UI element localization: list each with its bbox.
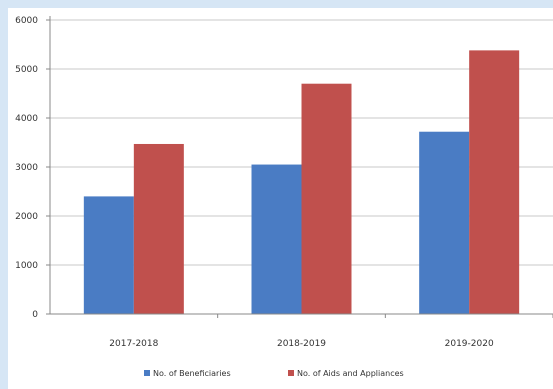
bar-chart: 0 1000 2000 3000 4000 5000 6000 2017-2018 2018-…	[15, 16, 553, 378]
legend-swatch-1	[288, 370, 294, 376]
legend-label-0: No. of Beneficiaries	[153, 369, 231, 378]
x-category-label: 2018-2019	[277, 339, 326, 349]
y-tick-label: 5000	[15, 65, 38, 75]
legend: No. of Beneficiaries No. of Aids and Appl…	[144, 369, 404, 378]
legend-label-1: No. of Aids and Appliances	[297, 369, 404, 378]
y-tick-label: 0	[32, 310, 38, 320]
legend-swatch-0	[144, 370, 150, 376]
y-tick-label: 6000	[15, 16, 38, 26]
axes	[49, 16, 553, 315]
y-tick-label: 3000	[15, 163, 38, 173]
y-tick-label: 2000	[15, 212, 38, 222]
bar-beneficiaries-2019-2020	[419, 131, 470, 314]
bar-beneficiaries-2018-2019	[251, 164, 302, 314]
bar-aids-appliances-2019-2020	[469, 50, 520, 314]
x-axis-labels: 2017-2018 2018-2019 2019-2020	[109, 314, 553, 349]
bar-beneficiaries-2017-2018	[83, 196, 134, 314]
y-axis-ticks: 0 1000 2000 3000 4000 5000 6000	[15, 16, 50, 320]
y-tick-label: 1000	[15, 261, 38, 271]
bar-aids-appliances-2017-2018	[133, 143, 184, 314]
x-category-label: 2019-2020	[445, 339, 494, 349]
y-tick-label: 4000	[15, 114, 38, 124]
bars	[83, 50, 520, 314]
chart-frame: 0 1000 2000 3000 4000 5000 6000 2017-2018 2018-…	[8, 8, 553, 389]
x-category-label: 2017-2018	[109, 339, 158, 349]
bar-aids-appliances-2018-2019	[301, 83, 352, 314]
